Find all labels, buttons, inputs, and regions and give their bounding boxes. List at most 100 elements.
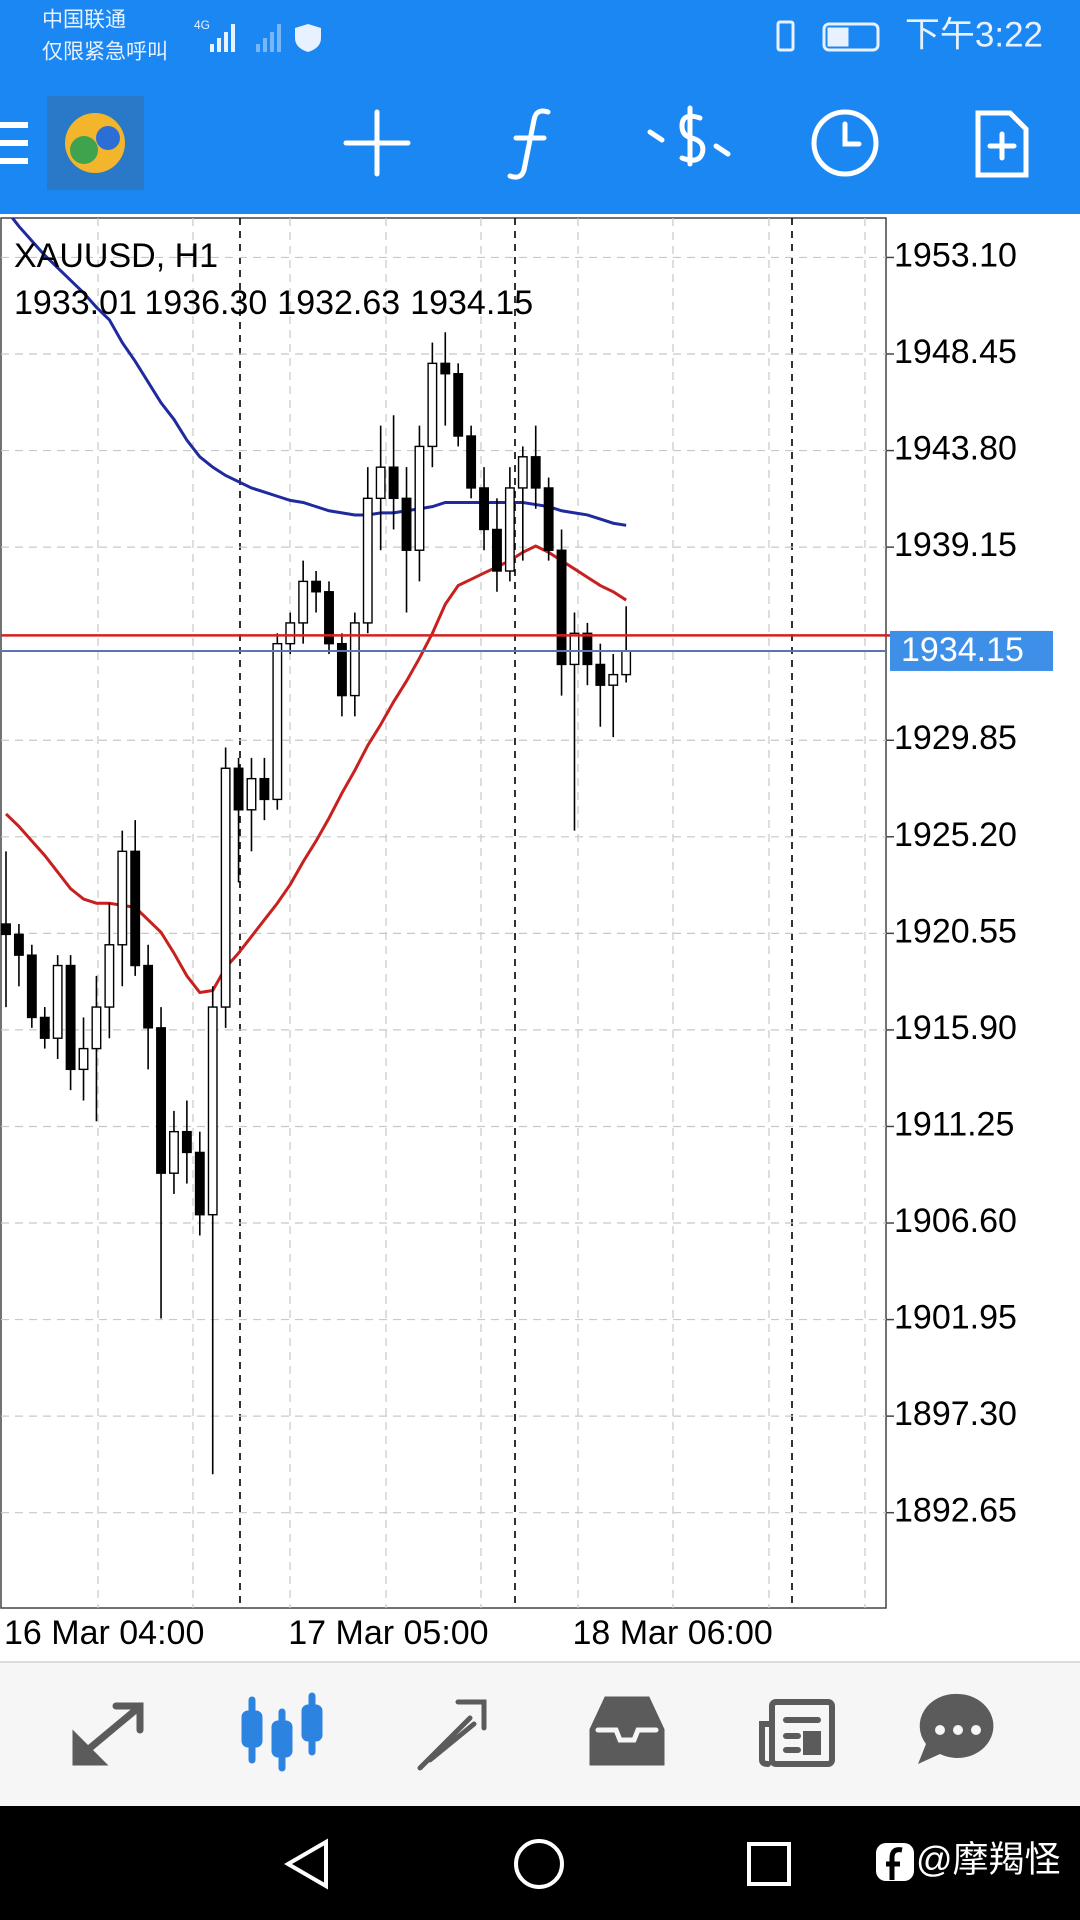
candle-body	[401, 497, 412, 551]
candle-body	[453, 373, 464, 437]
candle-body	[543, 487, 554, 551]
app-logo[interactable]	[47, 96, 144, 190]
ohlc-text: 1933.01 1936.30 1932.63 1934.15	[14, 284, 533, 322]
recents-button[interactable]	[747, 1842, 791, 1886]
candle-body	[336, 642, 347, 697]
grid	[1, 256, 894, 1514]
indicators-button[interactable]	[507, 108, 551, 180]
quotes-tab[interactable]	[72, 1702, 144, 1766]
candle-body	[26, 954, 37, 1019]
candle-body	[621, 650, 632, 676]
news-tab[interactable]	[759, 1699, 835, 1767]
candle-body	[362, 497, 373, 624]
crosshair-button[interactable]	[343, 109, 411, 177]
carrier: 中国联通	[42, 9, 126, 32]
y-tick-label: 1915.90	[894, 1009, 1017, 1047]
candle-body	[479, 487, 489, 531]
candle-body	[117, 850, 128, 946]
overlay: 1953.10 1948.45 1943.80 1939.15 1929.85 1925.…	[1, 236, 1053, 1652]
ohlc-value: 1932.63	[277, 284, 400, 322]
candle-body	[13, 933, 24, 956]
y-tick-label: 1925.20	[894, 816, 1017, 854]
candle-body	[427, 362, 438, 448]
candle-body	[285, 622, 296, 645]
x-tick-label: 18 Mar 06:00	[572, 1614, 772, 1652]
candle-body	[143, 964, 154, 1029]
candle-body	[504, 487, 515, 572]
ohlc-value: 1936.30	[144, 284, 267, 322]
candle-body	[388, 466, 399, 500]
y-tick-label: 1906.60	[894, 1202, 1017, 1240]
status-icons	[776, 20, 880, 52]
watermark: @摩羯怪	[916, 1839, 1061, 1880]
y-tick-label: 1892.65	[894, 1492, 1017, 1530]
candle-body	[311, 580, 322, 593]
chart-title: XAUUSD, H1	[14, 237, 218, 275]
plot-frame	[0, 217, 887, 1609]
menu-button[interactable]	[0, 122, 28, 164]
y-tick-label: 1953.10	[894, 236, 1017, 274]
plot	[1, 218, 632, 1475]
history-tab[interactable]	[589, 1696, 665, 1766]
carrier-note: 仅限紧急呼叫	[42, 41, 168, 64]
candle-body	[52, 964, 63, 1039]
y-tick-label: 1897.30	[894, 1395, 1017, 1433]
y-tick-label: 1929.85	[894, 719, 1017, 757]
y-tick-label: 1901.95	[894, 1299, 1017, 1337]
candle-body	[91, 1006, 102, 1050]
y-tick-label: 1939.15	[894, 526, 1017, 564]
candle-body	[194, 1151, 205, 1216]
watermark-glyph	[886, 1847, 903, 1880]
candle-body	[556, 549, 567, 666]
candle-body	[466, 435, 477, 489]
ohlc-value: 1933.01	[14, 284, 136, 322]
app-header	[0, 0, 1080, 214]
shield-icon	[295, 24, 321, 52]
candle-body	[298, 580, 309, 624]
candle-body	[349, 622, 360, 697]
candle-body	[246, 777, 257, 811]
candle-body	[492, 528, 502, 572]
candle-body	[595, 663, 606, 686]
signal-icon	[210, 24, 281, 52]
trade-button[interactable]	[647, 105, 731, 167]
candle-body	[181, 1130, 192, 1154]
candle-body	[569, 632, 580, 666]
period-separators	[239, 218, 793, 1608]
new-order-button[interactable]	[975, 110, 1029, 178]
y-tick-label: 1948.45	[894, 333, 1017, 371]
candle-body	[517, 456, 528, 489]
y-tick-label: 1943.80	[894, 430, 1017, 468]
candle-body	[440, 362, 451, 375]
candle-body	[414, 445, 425, 551]
history-button[interactable]	[811, 109, 879, 177]
candle-body	[375, 466, 386, 500]
moving-average	[4, 544, 627, 995]
chart-tab[interactable]	[241, 1692, 323, 1772]
candle-body	[582, 632, 593, 666]
candle-body	[233, 767, 244, 811]
back-button[interactable]	[284, 1838, 328, 1890]
y-tick-label: 1920.55	[894, 912, 1017, 950]
trade-tab[interactable]	[417, 1699, 487, 1771]
candle-body	[1, 923, 11, 936]
candle-body	[259, 777, 270, 801]
chat-tab[interactable]	[918, 1693, 994, 1764]
candle-body	[156, 1027, 166, 1174]
candle-body	[207, 1006, 218, 1216]
candle-body	[324, 591, 334, 645]
candle-body	[608, 673, 619, 686]
price-tag	[890, 630, 1053, 671]
network: 4G	[194, 18, 210, 32]
x-tick-label: 16 Mar 04:00	[4, 1614, 204, 1652]
clock: 下午3:22	[905, 15, 1043, 54]
candle-body	[130, 850, 141, 967]
candle-body	[65, 964, 76, 1071]
candle-body	[39, 1016, 50, 1039]
home-button[interactable]	[514, 1839, 564, 1889]
candle-body	[272, 642, 283, 801]
x-tick-label: 17 Mar 05:00	[288, 1614, 488, 1652]
bottom-nav	[0, 1662, 1080, 1806]
